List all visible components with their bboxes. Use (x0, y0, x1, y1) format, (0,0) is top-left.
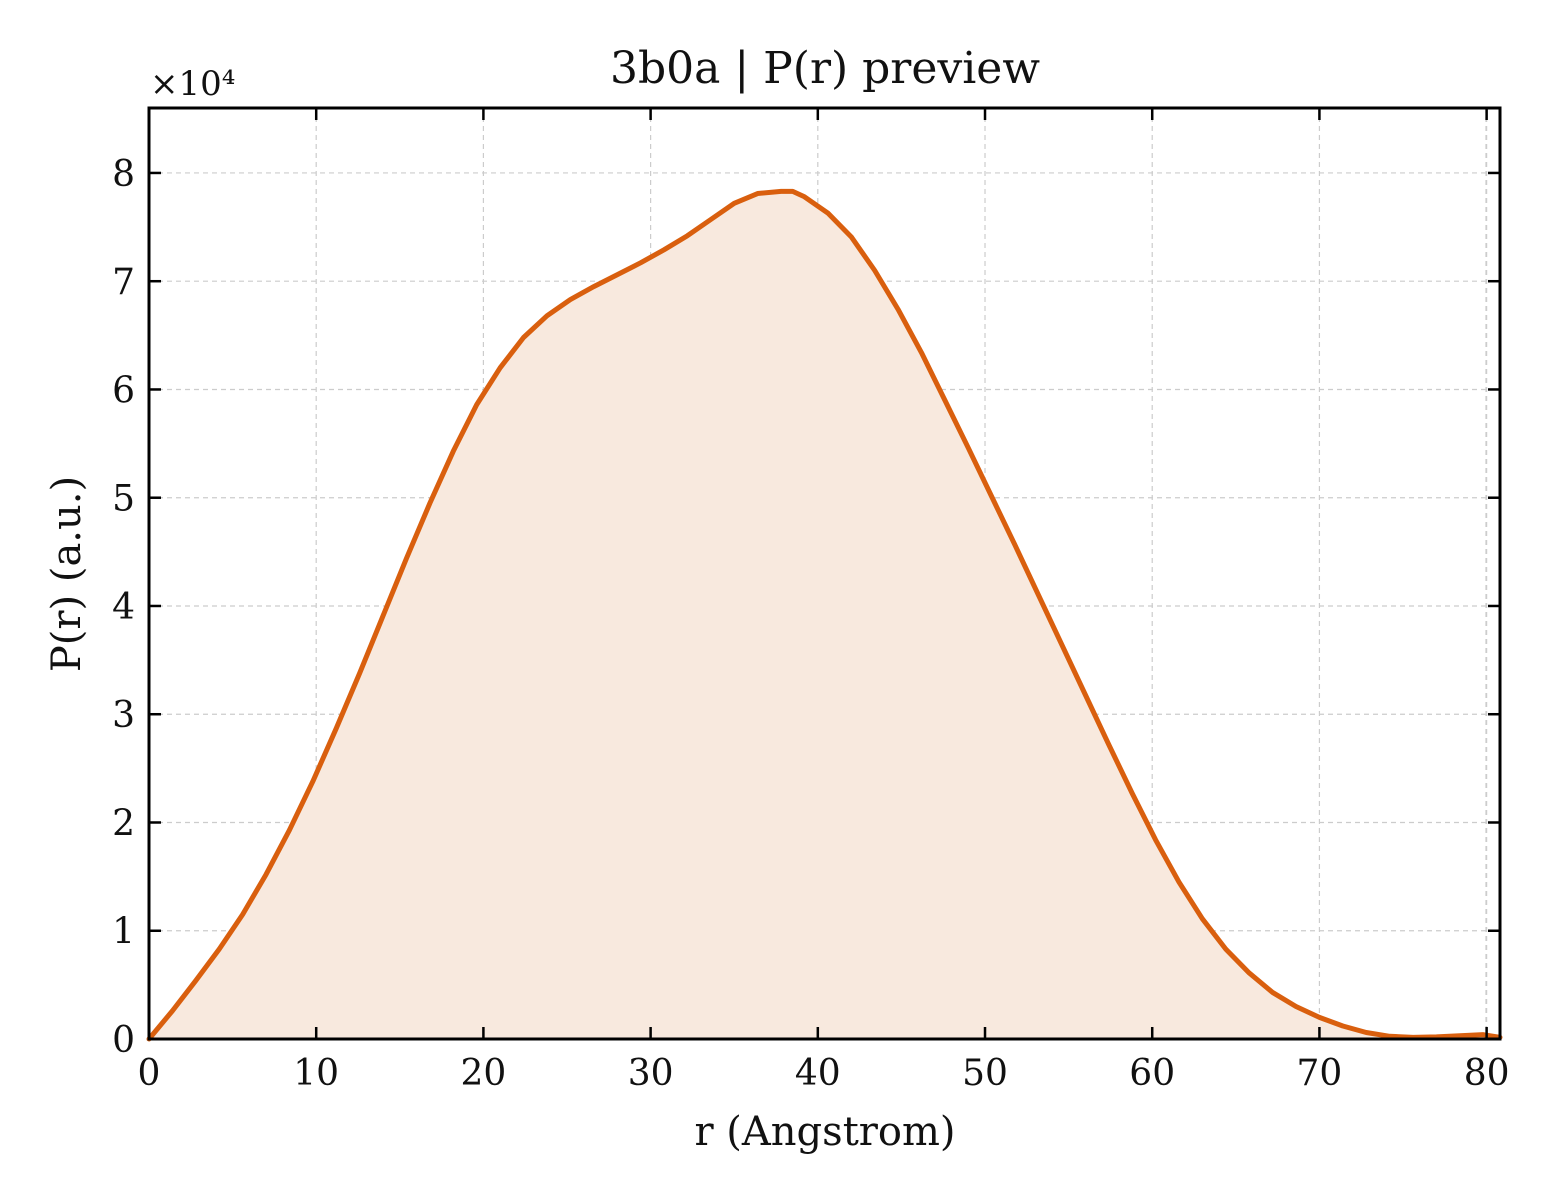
x-tick-label: 40 (795, 1053, 841, 1094)
x-tick-label: 20 (460, 1053, 506, 1094)
ticks: 0 10 20 30 40 50 60 70 80 0 1 2 3 4 5 6 7 8 (112, 108, 1510, 1094)
y-tick-label: 7 (112, 262, 135, 303)
x-tick-label: 60 (1129, 1053, 1175, 1094)
y-offset-label: ×10⁴ (150, 64, 235, 104)
y-tick-label: 8 (112, 154, 135, 195)
y-tick-label: 6 (112, 370, 135, 411)
y-tick-label: 3 (112, 695, 135, 736)
series-line (146, 188, 1503, 1042)
y-tick-label: 0 (112, 1020, 135, 1061)
x-tick-label: 30 (628, 1053, 674, 1094)
x-tick-label: 10 (293, 1053, 339, 1094)
x-tick-label: 80 (1464, 1053, 1510, 1094)
y-tick-label: 1 (112, 912, 135, 953)
x-axis-title: r (Angstrom) (694, 1109, 955, 1155)
y-tick-label: 5 (112, 479, 135, 520)
series-area-fill (149, 191, 1500, 1040)
plot-frame (147, 106, 1502, 1041)
y-axis-title: P(r) (a.u.) (44, 476, 90, 672)
x-tick-label: 70 (1297, 1053, 1343, 1094)
chart-title: 3b0a | P(r) preview (610, 43, 1040, 94)
x-tick-label: 0 (138, 1053, 161, 1094)
y-tick-label: 2 (112, 803, 135, 844)
y-tick-label: 4 (112, 587, 135, 628)
x-tick-label: 50 (962, 1053, 1008, 1094)
